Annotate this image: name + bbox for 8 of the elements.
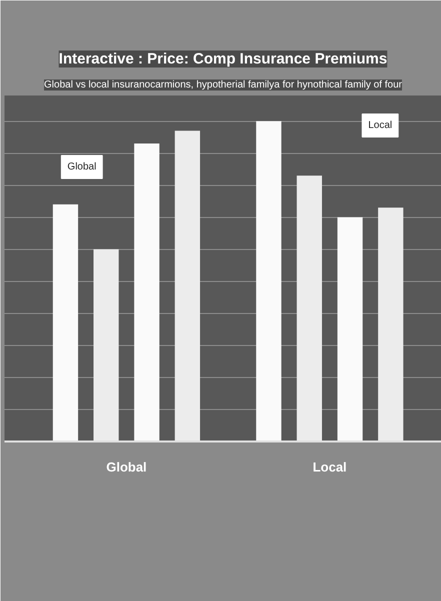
chart-title: Interactive : Price: Comp Insurance Premiums — [58, 50, 388, 68]
bar — [337, 217, 363, 442]
bar — [256, 121, 282, 442]
bar — [134, 144, 160, 442]
bar — [52, 204, 78, 442]
annotation: Local — [368, 120, 392, 132]
chart-subtitle: Global vs local insuranocarmions, hypotherial familya for hynothical family of four — [44, 80, 403, 90]
annotation: Global — [67, 162, 96, 173]
